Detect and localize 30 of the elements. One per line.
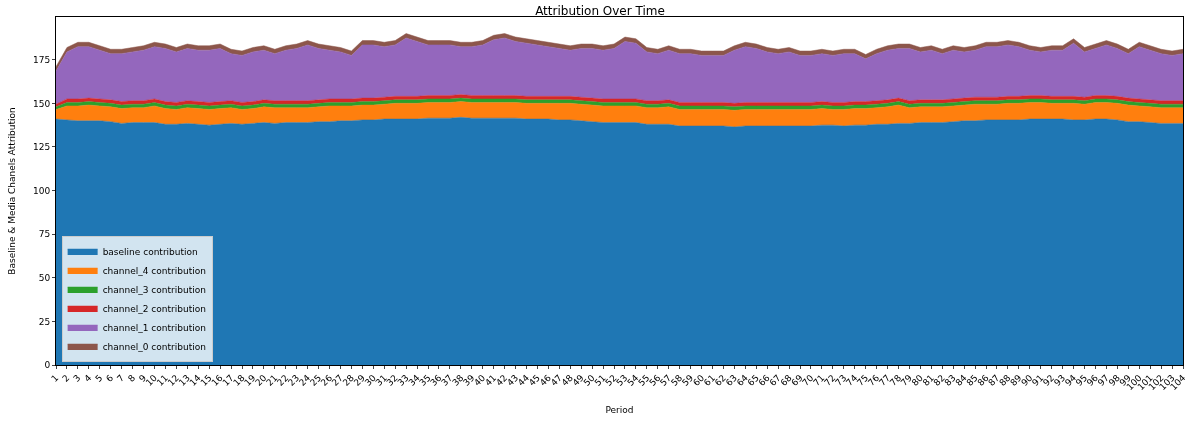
y-tick-label: 125 xyxy=(33,142,51,153)
x-tick-label: 2 xyxy=(60,372,72,384)
x-tick-label: 47 xyxy=(548,372,564,388)
y-axis-title: Baseline & Media Chanels Attribution xyxy=(7,107,18,275)
legend-label: channel_4 contribution xyxy=(102,265,206,276)
y-tick-label: 25 xyxy=(38,316,51,327)
chart-title: Attribution Over Time xyxy=(535,3,665,18)
x-tick-label: 4 xyxy=(82,372,94,384)
legend-label: baseline contribution xyxy=(102,246,198,257)
x-tick-label: 7 xyxy=(115,372,127,384)
x-tick-label: 38 xyxy=(450,372,466,388)
legend-label: channel_3 contribution xyxy=(102,284,206,295)
y-tick-label: 75 xyxy=(38,229,51,240)
x-tick-label: 8 xyxy=(126,372,138,384)
x-tick-label: 5 xyxy=(93,372,105,384)
legend-label: channel_2 contribution xyxy=(102,303,206,314)
y-tick-label: 150 xyxy=(33,98,51,109)
x-axis-title: Period xyxy=(605,404,634,415)
y-tick-label: 100 xyxy=(33,185,51,196)
legend-label: channel_1 contribution xyxy=(102,322,206,333)
x-tick-label: 3 xyxy=(71,372,83,384)
x-tick-label: 6 xyxy=(104,372,116,384)
x-tick-label: 23 xyxy=(286,372,302,388)
y-tick-label: 50 xyxy=(38,272,51,283)
y-tick-label: 175 xyxy=(33,54,51,65)
x-tick-label: 17 xyxy=(220,372,236,388)
y-tick-label: 0 xyxy=(44,360,51,371)
x-tick-label: 88 xyxy=(997,372,1013,388)
legend-label: channel_0 contribution xyxy=(102,341,206,352)
x-tick-label: 1 xyxy=(49,372,61,384)
